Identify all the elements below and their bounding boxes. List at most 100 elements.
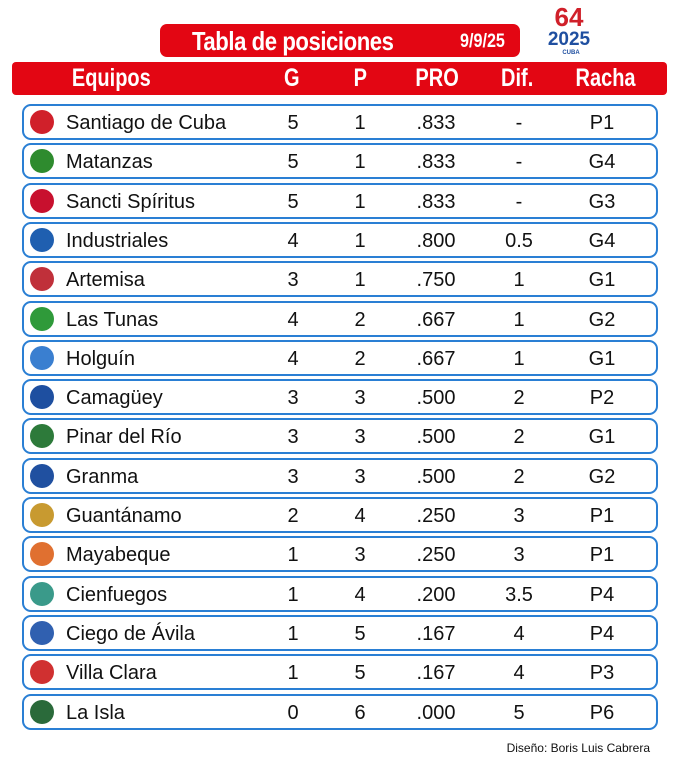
col-g: G <box>283 64 300 92</box>
losses: 1 <box>354 190 366 213</box>
col-p: P <box>353 64 368 92</box>
table-row: Las Tunas 4 2 .667 1 G2 <box>22 300 658 337</box>
title-banner: Tabla de posiciones 9/9/25 <box>160 24 520 57</box>
col-racha: Racha <box>575 64 636 92</box>
games-behind: 1 <box>513 308 525 331</box>
losses: 1 <box>354 229 366 252</box>
pct: .200 <box>416 583 456 606</box>
team-logo-icon <box>30 542 54 567</box>
team-name: Matanzas <box>66 151 153 174</box>
table-row: Artemisa 3 1 .750 1 G1 <box>22 261 658 298</box>
team-logo-icon <box>30 503 54 527</box>
pct: .167 <box>416 622 456 645</box>
team-logo-icon <box>30 306 54 331</box>
table-row: Santiago de Cuba 5 1 .833 - P1 <box>22 104 658 140</box>
streak: P3 <box>589 662 615 685</box>
team-logo-icon <box>30 149 54 174</box>
pct: .250 <box>416 505 456 527</box>
pct: .833 <box>416 190 456 213</box>
logo-country: CUBA <box>562 50 580 56</box>
table-row: Sancti Spíritus 5 1 .833 - G3 <box>22 182 658 219</box>
wins: 4 <box>287 229 299 252</box>
wins: 3 <box>287 387 299 410</box>
losses: 5 <box>354 622 366 645</box>
games-behind: 2 <box>513 426 525 449</box>
streak: P1 <box>589 544 615 567</box>
team-logo-icon <box>30 581 54 606</box>
pct: .667 <box>416 308 456 331</box>
wins: 2 <box>287 505 299 527</box>
col-pro: PRO <box>415 64 459 92</box>
pct: .750 <box>416 269 456 292</box>
streak: G4 <box>588 229 616 252</box>
streak: G1 <box>588 269 616 292</box>
games-behind: 3.5 <box>505 583 533 606</box>
wins: 5 <box>287 151 299 174</box>
games-behind: - <box>515 151 523 174</box>
pct: .833 <box>416 151 456 174</box>
table-row: La Isla 0 6 .000 5 P6 <box>22 693 658 730</box>
wins: 3 <box>287 465 299 488</box>
pct: .167 <box>416 662 456 685</box>
pct: .000 <box>416 701 456 724</box>
wins: 5 <box>287 112 299 134</box>
games-behind: 4 <box>513 622 525 645</box>
team-name: Mayabeque <box>66 544 171 567</box>
streak: P1 <box>589 505 615 527</box>
team-logo-icon <box>30 620 54 645</box>
credit: Diseño: Boris Luis Cabrera <box>506 741 650 755</box>
streak: G2 <box>588 465 616 488</box>
table-row: Holguín 4 2 .667 1 G1 <box>22 339 658 376</box>
streak: P4 <box>589 583 615 606</box>
streak: G3 <box>588 190 616 213</box>
table-row: Cienfuegos 1 4 .200 3.5 P4 <box>22 575 658 612</box>
table-row: Matanzas 5 1 .833 - G4 <box>22 143 658 180</box>
date: 9/9/25 <box>460 31 505 52</box>
team-logo-icon <box>30 110 54 134</box>
team-name: Villa Clara <box>66 662 157 685</box>
streak: P2 <box>589 387 615 410</box>
pct: .667 <box>416 347 456 370</box>
team-logo-icon <box>30 227 54 252</box>
games-behind: 2 <box>513 465 525 488</box>
wins: 1 <box>287 544 299 567</box>
team-name: Artemisa <box>66 269 145 292</box>
games-behind: 1 <box>513 269 525 292</box>
losses: 1 <box>354 151 366 174</box>
wins: 1 <box>287 662 299 685</box>
streak: G1 <box>588 347 616 370</box>
games-behind: 0.5 <box>505 229 533 252</box>
pct: .250 <box>416 544 456 567</box>
logo-64: 64 <box>555 2 584 32</box>
table-row: Mayabeque 1 3 .250 3 P1 <box>22 536 658 573</box>
wins: 0 <box>287 701 299 724</box>
team-logo-icon <box>30 188 54 213</box>
team-logo-icon <box>30 699 54 724</box>
team-name: La Isla <box>66 701 125 724</box>
losses: 2 <box>354 308 366 331</box>
games-behind: 1 <box>513 347 525 370</box>
wins: 5 <box>287 190 299 213</box>
team-name: Pinar del Río <box>66 426 182 449</box>
losses: 2 <box>354 347 366 370</box>
logo-year: 2025 <box>548 29 591 50</box>
team-logo-icon <box>30 424 54 449</box>
games-behind: - <box>515 112 523 134</box>
games-behind: 4 <box>513 662 525 685</box>
team-logo-icon <box>30 385 54 410</box>
pct: .500 <box>416 465 456 488</box>
losses: 4 <box>354 505 366 527</box>
pct: .500 <box>416 387 456 410</box>
losses: 1 <box>354 112 366 134</box>
col-equipos: Equipos <box>71 64 151 92</box>
team-logo-icon <box>30 345 54 370</box>
table-row: Industriales 4 1 .800 0.5 G4 <box>22 221 658 258</box>
team-name: Las Tunas <box>66 308 159 331</box>
wins: 3 <box>287 269 299 292</box>
losses: 4 <box>354 583 366 606</box>
pct: .800 <box>416 229 456 252</box>
wins: 3 <box>287 426 299 449</box>
games-behind: 5 <box>513 701 525 724</box>
team-logo-icon <box>30 660 54 685</box>
table-header: Equipos G P PRO Dif. Racha <box>12 62 667 95</box>
